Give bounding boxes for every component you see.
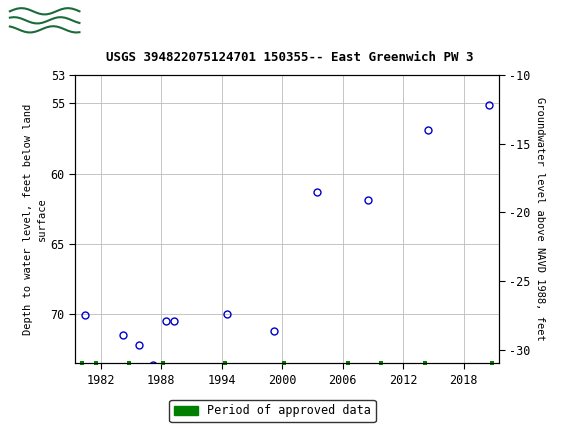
Text: USGS 394822075124701 150355-- East Greenwich PW 3: USGS 394822075124701 150355-- East Green… <box>106 52 474 64</box>
Y-axis label: Groundwater level above NAVD 1988, feet: Groundwater level above NAVD 1988, feet <box>535 98 545 341</box>
Legend: Period of approved data: Period of approved data <box>169 399 376 422</box>
Text: USGS: USGS <box>90 14 133 31</box>
Bar <box>7 3 82 42</box>
Y-axis label: Depth to water level, feet below land
surface: Depth to water level, feet below land su… <box>23 104 46 335</box>
